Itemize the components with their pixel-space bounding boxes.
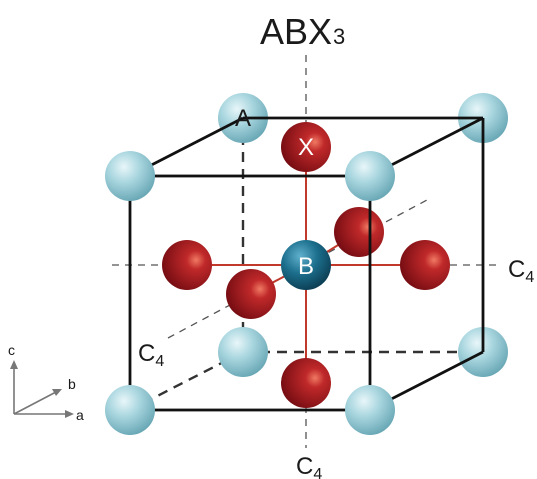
title-subscript: 3	[333, 24, 345, 49]
atom-label-a: A	[235, 105, 251, 132]
frame-label-b: b	[68, 376, 76, 392]
coordinate-frame	[10, 360, 74, 418]
title: ABX3	[260, 11, 345, 52]
atom-x-top	[281, 122, 331, 172]
atom-a-front-bottom-right	[345, 385, 395, 435]
c4-label-diagonal: C4	[138, 340, 164, 370]
atom-x-right	[400, 240, 450, 290]
atom-a-front-bottom-left	[105, 385, 155, 435]
c4-label-right: C4	[508, 256, 534, 286]
front-edges	[128, 174, 372, 412]
atom-x-bottom	[281, 358, 331, 408]
atom-x-back	[334, 207, 384, 257]
atom-a-front-top-left	[105, 151, 155, 201]
frame-label-c: c	[8, 342, 15, 358]
atom-x-front	[226, 269, 276, 319]
frame-label-a: a	[76, 407, 84, 423]
atom-label-x: X	[298, 134, 314, 161]
atom-x-left	[162, 240, 212, 290]
atom-label-b: B	[298, 253, 314, 280]
atom-a-back-bottom-left	[218, 327, 268, 377]
c4-label-bottom: C4	[296, 453, 322, 479]
atom-a-front-top-right	[345, 151, 395, 201]
title-main: ABX	[260, 11, 332, 52]
atom-b-center	[281, 240, 331, 290]
